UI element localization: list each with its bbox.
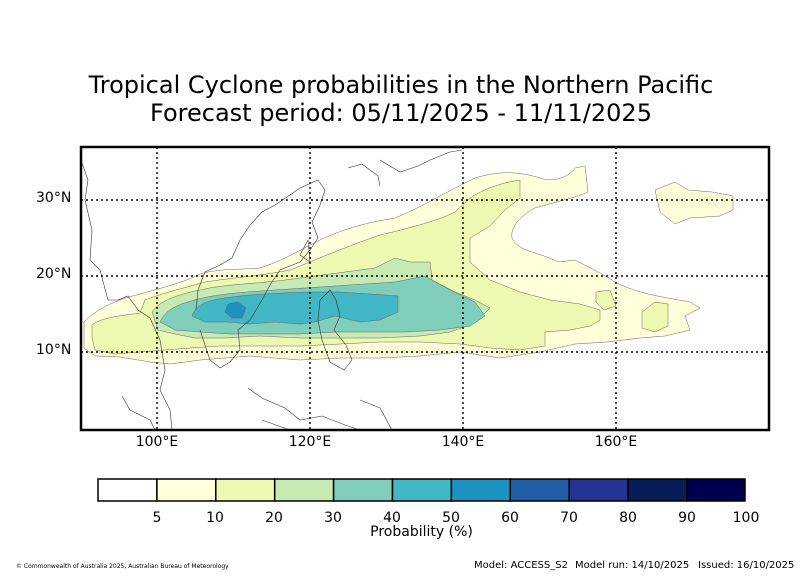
colorbar-swatch-3 (215, 478, 276, 502)
colorbar-tick: 20 (265, 510, 283, 526)
colorbar-tick: 40 (383, 510, 401, 526)
colorbar (97, 478, 746, 502)
colorbar-tick: 80 (619, 510, 637, 526)
colorbar-swatch-9 (568, 478, 629, 502)
lon-label-140e: 140°E (441, 434, 485, 450)
prob-band-10-20-patch (595, 289, 617, 311)
colorbar-tick: 10 (206, 510, 224, 526)
coastlines (81, 149, 463, 430)
issued-text: Issued: 16/10/2025 (698, 560, 795, 571)
lat-label-30n: 30°N (36, 190, 72, 206)
colorbar-swatch-1 (97, 478, 158, 502)
map-title-line-2: Forecast period: 05/11/2025 - 11/11/2025 (150, 99, 652, 127)
colorbar-tick: 60 (501, 510, 519, 526)
lon-label-120e: 120°E (288, 434, 332, 450)
lat-label-20n: 20°N (36, 266, 72, 282)
colorbar-label: Probability (%) (370, 524, 473, 540)
lon-label-160e: 160°E (594, 434, 638, 450)
model-text: Model: ACCESS_S2 (474, 560, 568, 571)
colorbar-swatch-5 (332, 478, 394, 502)
colorbar-tick: 5 (152, 510, 162, 526)
colorbar-swatch-8 (509, 478, 570, 502)
colorbar-swatch-7 (450, 478, 512, 502)
colorbar-tick: 70 (560, 510, 578, 526)
colorbar-swatch-11 (686, 478, 746, 502)
map-frame (79, 145, 771, 432)
prob-band-5-10-east (654, 181, 734, 225)
lon-label-100e: 100°E (135, 434, 179, 450)
colorbar-tick: 30 (324, 510, 342, 526)
lat-label-10n: 10°N (36, 342, 72, 358)
prob-band-50-60 (224, 301, 247, 319)
colorbar-swatch-4 (273, 478, 335, 502)
model-run-text: Model run: 14/10/2025 (575, 560, 690, 571)
colorbar-swatch-2 (156, 478, 217, 502)
prob-band-10-20-east (641, 301, 669, 333)
copyright-text: © Commonwealth of Australia 2025, Austra… (16, 563, 229, 570)
prob-band-40-50 (191, 291, 399, 325)
map-title-line-1: Tropical Cyclone probabilities in the No… (88, 71, 714, 99)
colorbar-tick: 50 (442, 510, 460, 526)
graticule (81, 147, 769, 430)
colorbar-swatch-10 (627, 478, 688, 502)
colorbar-swatch-6 (391, 478, 453, 502)
colorbar-tick: 90 (678, 510, 696, 526)
colorbar-tick: 100 (732, 510, 760, 526)
